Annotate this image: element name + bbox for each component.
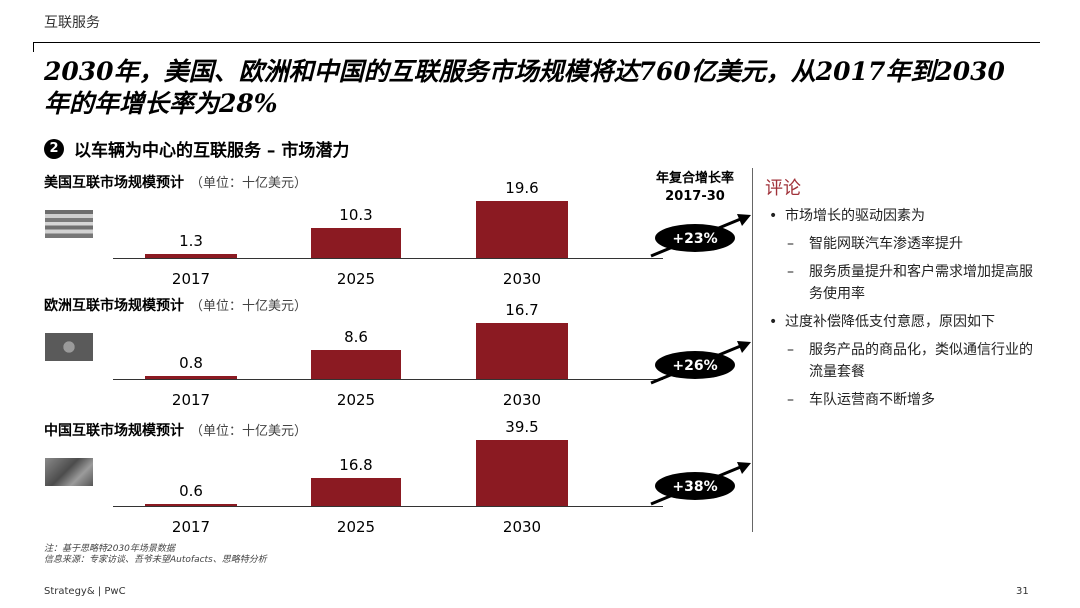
comments-list: 市场增长的驱动因素为智能网联汽车渗透率提升服务质量提升和客户需求增加提高服务使用…: [765, 205, 1045, 417]
comment-bullet: 过度补偿降低支付意愿，原因如下: [765, 311, 1045, 333]
cagr-header-period: 2017-30: [665, 189, 725, 204]
arrow-head-icon: [737, 462, 751, 474]
cagr-badge: +38%: [650, 462, 751, 506]
footnote-source: 信息来源：专家访谈、吾爷未望Autofacts、思略特分析: [44, 555, 267, 565]
page-number: 31: [1016, 586, 1029, 597]
page-title: 2030年，美国、欧洲和中国的互联服务市场规模将达760亿美元，从2017年到2…: [44, 57, 1005, 118]
tick-label: 2030: [502, 391, 542, 409]
chart-title-text: 中国互联市场规模预计: [44, 423, 184, 439]
x-axis: [113, 258, 663, 259]
cagr-ellipse: [655, 224, 735, 252]
bar: [311, 350, 401, 379]
tick-label: 2025: [336, 270, 376, 288]
cagr-ellipse: [655, 351, 735, 379]
tick-label: 2017: [171, 518, 211, 536]
data-label: 8.6: [344, 328, 368, 347]
bar: [145, 376, 237, 379]
tick-label: 2025: [336, 391, 376, 409]
cn-flag-icon: [45, 458, 93, 486]
chart-title: 欧洲互联市场规模预计 （单位：十亿美元）: [44, 295, 307, 315]
comments-title: 评论: [765, 178, 801, 199]
bar: [476, 440, 568, 506]
subtitle: 以车辆为中心的互联服务 – 市场潜力: [74, 141, 350, 161]
cagr-header-label: 年复合增长率: [655, 171, 734, 186]
bar: [476, 323, 568, 379]
data-label: 10.3: [339, 205, 373, 224]
arrow-head-icon: [737, 341, 751, 353]
cagr-ellipse: [655, 472, 735, 500]
eu-flag-icon: [45, 333, 93, 361]
cagr-badge: +23%: [650, 214, 751, 258]
header-rule-tick: [33, 42, 34, 52]
comment-sub-bullet: 服务产品的商品化，类似通信行业的流量套餐: [765, 339, 1045, 383]
tick-label: 2030: [502, 518, 542, 536]
data-label: 39.5: [505, 418, 539, 436]
comment-sub-bullet: 智能网联汽车渗透率提升: [765, 233, 1045, 255]
cagr-badge: +26%: [650, 341, 751, 385]
comment-sub-bullet: 服务质量提升和客户需求增加提高服务使用率: [765, 261, 1045, 305]
chart-title-text: 欧洲互联市场规模预计: [44, 298, 184, 314]
chart-unit: （单位：十亿美元）: [190, 176, 308, 191]
tick-label: 2017: [171, 391, 211, 409]
data-label: 19.6: [505, 178, 539, 197]
cagr-value: +23%: [672, 231, 717, 247]
cagr-value: +26%: [672, 358, 717, 374]
bar: [145, 254, 237, 258]
brand-footer: Strategy& | PwC: [44, 586, 126, 597]
us-flag-icon: [45, 210, 93, 238]
cagr-header: 年复合增长率 2017-30: [640, 170, 750, 206]
x-axis: [113, 379, 663, 380]
data-label: 0.6: [179, 482, 203, 500]
data-label: 0.8: [179, 354, 203, 373]
tick-label: 2017: [171, 270, 211, 288]
chart-unit: （单位：十亿美元）: [190, 424, 308, 439]
bar: [311, 477, 401, 506]
bar: [311, 227, 401, 258]
chart-title: 中国互联市场规模预计 （单位：十亿美元）: [44, 420, 307, 440]
comment-bullet: 市场增长的驱动因素为: [765, 205, 1045, 227]
data-label: 16.7: [505, 301, 539, 320]
chart-unit: （单位：十亿美元）: [190, 299, 308, 314]
chart-title-text: 美国互联市场规模预计: [44, 175, 184, 191]
chart-title: 美国互联市场规模预计 （单位：十亿美元）: [44, 172, 307, 192]
data-label: 1.3: [179, 232, 203, 251]
tick-label: 2030: [502, 270, 542, 288]
data-label: 16.8: [339, 455, 373, 474]
subtitle-number-badge: 2: [44, 139, 64, 159]
section-label: 互联服务: [44, 15, 100, 31]
header-rule: [33, 42, 1040, 43]
tick-label: 2025: [336, 518, 376, 536]
bar: [476, 200, 568, 258]
comment-divider: [752, 168, 753, 532]
footnote-note: 注：基于思略特2030年场景数据: [44, 544, 175, 554]
bar: [145, 504, 237, 506]
x-axis: [113, 506, 663, 507]
cagr-value: +38%: [672, 479, 717, 495]
comment-sub-bullet: 车队运营商不断增多: [765, 389, 1045, 411]
arrow-head-icon: [737, 214, 751, 226]
